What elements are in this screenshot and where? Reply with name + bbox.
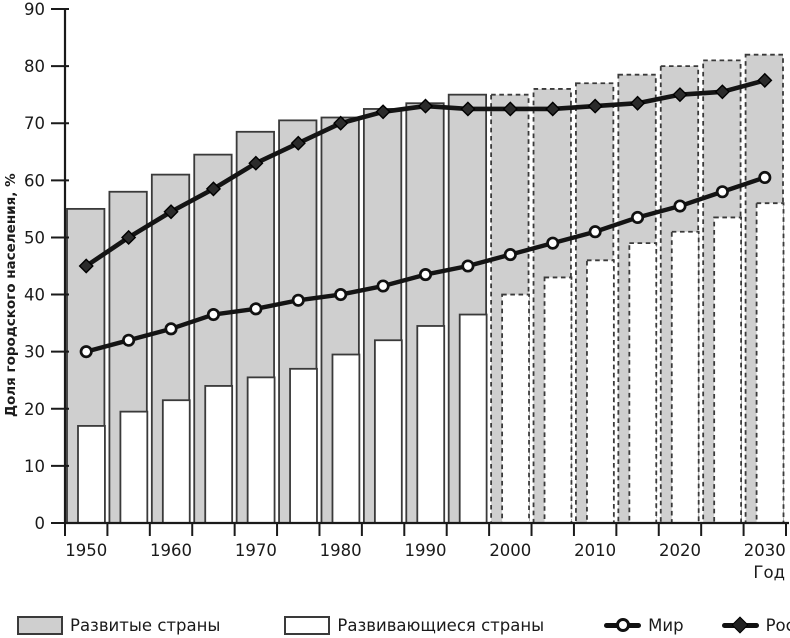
world-point-1950 — [79, 345, 93, 359]
bar-developing-1970 — [246, 376, 276, 524]
diamond-marker-icon — [731, 616, 749, 634]
russia-point-1980 — [333, 115, 349, 131]
legend-label-world: Мир — [648, 615, 684, 635]
bar-developing-2015 — [628, 242, 658, 524]
russia-point-2025 — [714, 84, 730, 100]
russia-point-1960 — [163, 204, 179, 220]
russia-point-1970 — [248, 155, 264, 171]
russia-point-2020 — [672, 87, 688, 103]
bar-developing-1950 — [77, 425, 106, 524]
x-axis-title: Год — [753, 563, 785, 582]
russia-point-2015 — [629, 95, 646, 111]
legend-label-russia: Россия — [765, 615, 790, 635]
x-tick-label-2000: 2000 — [489, 541, 531, 560]
world-point-1995 — [461, 259, 475, 273]
y-tick-label-60: 60 — [24, 171, 45, 190]
x-tick-label-2010: 2010 — [574, 541, 616, 560]
developed-bar-swatch-icon — [17, 615, 63, 635]
chart-legend: Развитые страны Развивающиеся страны Мир… — [0, 610, 790, 638]
y-tick-label-0: 0 — [35, 514, 46, 533]
world-point-1985 — [376, 279, 390, 293]
bar-developing-1960 — [161, 399, 191, 524]
circle-marker-icon — [615, 618, 630, 632]
bar-developing-1995 — [458, 313, 488, 524]
russia-point-1990 — [417, 98, 434, 114]
bar-developing-1975 — [289, 367, 318, 524]
y-tick-label-30: 30 — [24, 343, 45, 362]
y-tick-label-20: 20 — [24, 400, 45, 419]
bar-developing-1980 — [331, 353, 361, 524]
world-point-1975 — [291, 293, 305, 307]
x-tick-label-1960: 1960 — [150, 541, 192, 560]
russia-line-marker-icon — [721, 616, 759, 634]
y-tick-label-70: 70 — [24, 114, 45, 133]
world-line-marker-icon — [604, 618, 642, 632]
world-point-1955 — [122, 333, 136, 347]
russia-point-1965 — [205, 181, 222, 197]
x-tick-label-1990: 1990 — [405, 541, 447, 560]
russia-point-1975 — [290, 135, 306, 151]
legend-item-russia: Россия — [721, 615, 790, 635]
bar-developing-1965 — [204, 385, 234, 524]
world-point-1965 — [206, 307, 220, 322]
russia-point-1985 — [375, 104, 391, 120]
russia-point-1955 — [121, 229, 137, 246]
russia-point-1995 — [460, 101, 476, 117]
world-point-2010 — [588, 225, 602, 239]
y-tick-label-50: 50 — [24, 228, 45, 247]
world-point-2030 — [758, 170, 772, 185]
bar-developing-2005 — [543, 276, 573, 524]
world-point-2015 — [631, 210, 645, 225]
x-tick-label-2020: 2020 — [659, 541, 701, 560]
world-point-2000 — [503, 248, 517, 262]
x-tick-label-1970: 1970 — [235, 541, 277, 560]
world-point-1990 — [418, 268, 433, 282]
legend-label-developing: Развивающиеся страны — [337, 615, 545, 635]
x-tick-label-2030: 2030 — [744, 541, 786, 560]
bar-developing-1990 — [416, 325, 446, 524]
russia-point-1950 — [78, 258, 94, 274]
world-point-2020 — [673, 199, 687, 213]
bar-developing-2030 — [755, 202, 785, 524]
russia-point-2005 — [545, 101, 561, 117]
bar-developing-1955 — [119, 410, 149, 524]
russia-point-2000 — [502, 101, 518, 117]
legend-label-developed: Развитые страны — [70, 615, 221, 635]
world-point-1980 — [334, 288, 348, 302]
russia-point-2010 — [587, 98, 603, 114]
legend-item-world: Мир — [604, 615, 684, 635]
developing-bar-swatch-icon — [284, 615, 331, 635]
legend-item-developing: Развивающиеся страны — [284, 615, 545, 635]
bar-developing-2000 — [501, 293, 530, 524]
bar-developing-2010 — [586, 259, 615, 524]
y-tick-label-40: 40 — [24, 286, 45, 305]
legend-item-developed: Развитые страны — [17, 615, 221, 635]
x-tick-label-1950: 1950 — [65, 541, 107, 560]
world-point-2005 — [546, 236, 560, 250]
bar-developing-2020 — [670, 230, 700, 524]
world-point-1960 — [164, 322, 178, 336]
russia-point-2030 — [757, 72, 773, 88]
y-tick-label-80: 80 — [24, 57, 45, 76]
bar-developing-1985 — [373, 339, 403, 524]
y-tick-label-90: 90 — [24, 0, 45, 19]
world-point-2025 — [715, 185, 729, 199]
world-point-1970 — [249, 302, 263, 316]
y-tick-label-10: 10 — [24, 457, 45, 476]
x-tick-label-1980: 1980 — [320, 541, 362, 560]
bar-developing-2025 — [713, 216, 742, 524]
